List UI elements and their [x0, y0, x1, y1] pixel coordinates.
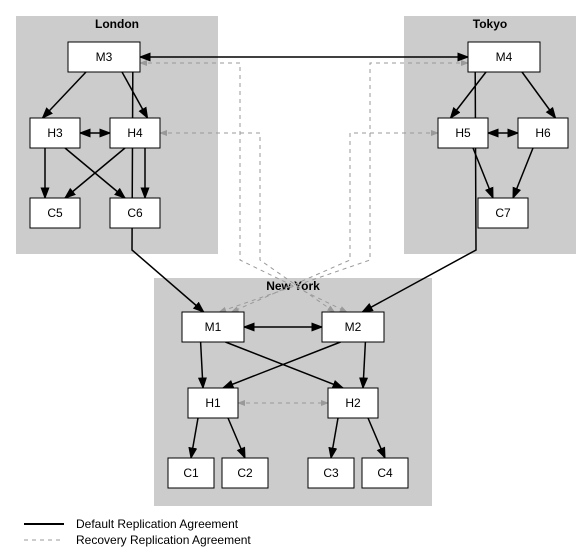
- node-label-M4: M4: [496, 50, 513, 64]
- node-label-C7: C7: [495, 206, 511, 220]
- node-label-C5: C5: [47, 206, 63, 220]
- node-label-C4: C4: [377, 466, 393, 480]
- replication-topology-diagram: LondonTokyoNew YorkM3H3H4C5C6M4H5H6C7M1M…: [0, 0, 586, 552]
- node-label-C6: C6: [127, 206, 143, 220]
- legend-solid-label: Default Replication Agreement: [76, 517, 239, 531]
- node-label-H4: H4: [127, 126, 143, 140]
- node-label-M1: M1: [205, 320, 222, 334]
- region-label-tokyo: Tokyo: [473, 17, 507, 31]
- legend-dashed-label: Recovery Replication Agreement: [76, 533, 251, 547]
- node-label-C1: C1: [183, 466, 199, 480]
- node-label-C3: C3: [323, 466, 339, 480]
- region-label-london: London: [95, 17, 139, 31]
- node-label-C2: C2: [237, 466, 253, 480]
- node-label-H1: H1: [205, 396, 221, 410]
- node-label-M3: M3: [96, 50, 113, 64]
- node-label-H3: H3: [47, 126, 63, 140]
- node-label-M2: M2: [345, 320, 362, 334]
- node-label-H2: H2: [345, 396, 361, 410]
- node-label-H5: H5: [455, 126, 471, 140]
- node-label-H6: H6: [535, 126, 551, 140]
